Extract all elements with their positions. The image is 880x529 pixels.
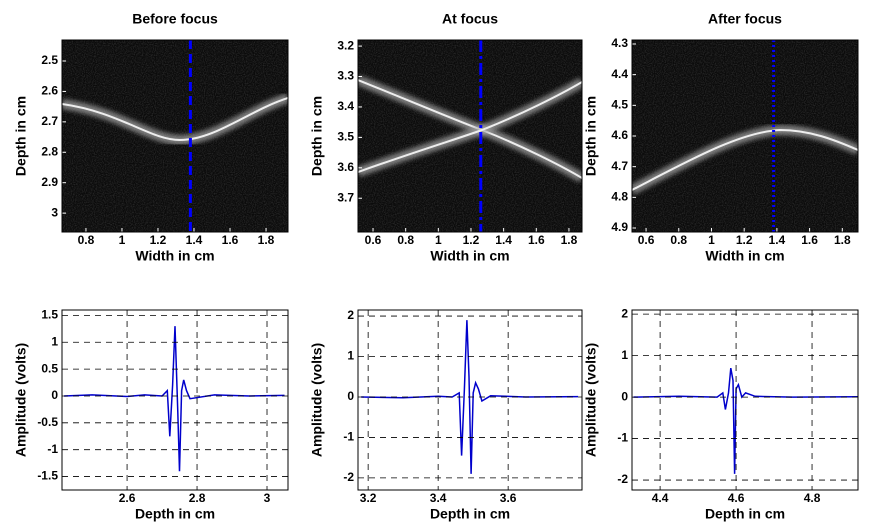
x-tick-label: 1.6 xyxy=(801,233,818,247)
x-tick-label: 1.6 xyxy=(222,233,239,247)
chart-title: Before focus xyxy=(132,11,218,27)
x-tick-label: 2.8 xyxy=(189,491,206,505)
chart-title: At focus xyxy=(442,11,498,27)
x-axis-label: Width in cm xyxy=(135,248,214,264)
y-tick-label: -2 xyxy=(617,472,628,486)
plot-area xyxy=(358,310,582,490)
axes-frame xyxy=(357,309,583,491)
y-tick-label: 1 xyxy=(51,334,58,348)
x-tick-label: 2.6 xyxy=(119,491,136,505)
y-tick-label: 1 xyxy=(621,348,628,362)
y-tick-label: 4.3 xyxy=(611,36,628,50)
axes-frame xyxy=(61,39,289,233)
plot-area xyxy=(358,40,582,232)
x-tick-label: 3 xyxy=(264,491,271,505)
y-tick-label: 3.7 xyxy=(337,190,354,204)
y-tick-label: -1 xyxy=(47,442,58,456)
y-tick-label: 3.2 xyxy=(337,38,354,52)
y-axis-label: Depth in cm xyxy=(309,96,325,176)
y-tick-label: 2.5 xyxy=(41,53,58,67)
y-tick-label: -1 xyxy=(343,430,354,444)
x-axis-label: Depth in cm xyxy=(430,506,510,522)
y-tick-label: 0.5 xyxy=(41,361,58,375)
y-axis-label: Depth in cm xyxy=(583,96,599,176)
y-axis-label: Amplitude (volts) xyxy=(309,343,325,457)
x-tick-label: 4.6 xyxy=(728,491,745,505)
x-axis-label: Depth in cm xyxy=(135,506,215,522)
echo xyxy=(632,128,858,191)
x-tick-label: 1 xyxy=(435,233,442,247)
x-tick-label: 0.8 xyxy=(670,233,687,247)
x-tick-label: 1.6 xyxy=(528,233,545,247)
x-tick-label: 1.4 xyxy=(769,233,786,247)
y-tick-label: 4.6 xyxy=(611,128,628,142)
y-tick-label: 3 xyxy=(51,205,58,219)
axes-frame xyxy=(631,39,859,233)
x-tick-label: 3.4 xyxy=(430,491,447,505)
x-tick-label: 1.4 xyxy=(186,233,203,247)
y-tick-label: -2 xyxy=(343,470,354,484)
y-tick-label: 0 xyxy=(621,389,628,403)
x-tick-label: 0.8 xyxy=(397,233,414,247)
plot-area xyxy=(62,310,288,490)
y-tick-label: 2.8 xyxy=(41,144,58,158)
y-tick-label: 2.6 xyxy=(41,84,58,98)
x-tick-label: 0.8 xyxy=(78,233,95,247)
plot-background xyxy=(632,310,858,490)
x-tick-label: 1.8 xyxy=(834,233,851,247)
y-tick-label: 4.7 xyxy=(611,159,628,173)
y-axis-label: Amplitude (volts) xyxy=(13,343,29,457)
echo xyxy=(62,97,288,142)
y-tick-label: 3.3 xyxy=(337,69,354,83)
x-tick-label: 1 xyxy=(708,233,715,247)
axes-frame xyxy=(61,309,289,491)
y-tick-label: 1.5 xyxy=(41,308,58,322)
y-tick-label: 3.6 xyxy=(337,160,354,174)
y-axis-label: Depth in cm xyxy=(13,96,29,176)
x-tick-label: 1.8 xyxy=(258,233,275,247)
y-tick-label: 0 xyxy=(51,388,58,402)
x-tick-label: 1.2 xyxy=(150,233,167,247)
y-tick-label: 2.7 xyxy=(41,114,58,128)
x-tick-label: 3.2 xyxy=(360,491,377,505)
x-axis-label: Width in cm xyxy=(430,248,509,264)
y-tick-label: 1 xyxy=(347,349,354,363)
plot-area xyxy=(632,40,858,232)
x-tick-label: 1 xyxy=(119,233,126,247)
x-tick-label: 0.6 xyxy=(365,233,382,247)
x-tick-label: 0.6 xyxy=(638,233,655,247)
x-tick-label: 3.6 xyxy=(500,491,517,505)
y-tick-label: -0.5 xyxy=(37,415,58,429)
y-tick-label: 4.4 xyxy=(611,67,628,81)
x-tick-label: 4.4 xyxy=(652,491,669,505)
y-tick-label: 3.4 xyxy=(337,99,354,113)
y-tick-label: -1 xyxy=(617,431,628,445)
y-tick-label: 3.5 xyxy=(337,130,354,144)
y-tick-label: -1.5 xyxy=(37,469,58,483)
x-tick-label: 1.4 xyxy=(495,233,512,247)
x-tick-label: 1.2 xyxy=(736,233,753,247)
y-tick-label: 0 xyxy=(347,389,354,403)
x-tick-label: 1.8 xyxy=(561,233,578,247)
x-tick-label: 1.2 xyxy=(463,233,480,247)
axes-frame xyxy=(357,39,583,233)
plot-area xyxy=(62,40,288,232)
y-tick-label: 2 xyxy=(621,306,628,320)
echo xyxy=(358,81,582,173)
y-tick-label: 2 xyxy=(347,308,354,322)
x-axis-label: Width in cm xyxy=(705,248,784,264)
y-tick-label: 4.9 xyxy=(611,220,628,234)
y-axis-label: Amplitude (volts) xyxy=(583,343,599,457)
x-axis-label: Depth in cm xyxy=(705,506,785,522)
x-tick-label: 4.8 xyxy=(804,491,821,505)
chart-title: After focus xyxy=(708,11,782,27)
y-tick-label: 4.8 xyxy=(611,190,628,204)
axes-frame xyxy=(631,309,859,491)
plot-area xyxy=(632,310,858,490)
waveform xyxy=(633,367,858,474)
y-tick-label: 4.5 xyxy=(611,98,628,112)
y-tick-label: 2.9 xyxy=(41,175,58,189)
